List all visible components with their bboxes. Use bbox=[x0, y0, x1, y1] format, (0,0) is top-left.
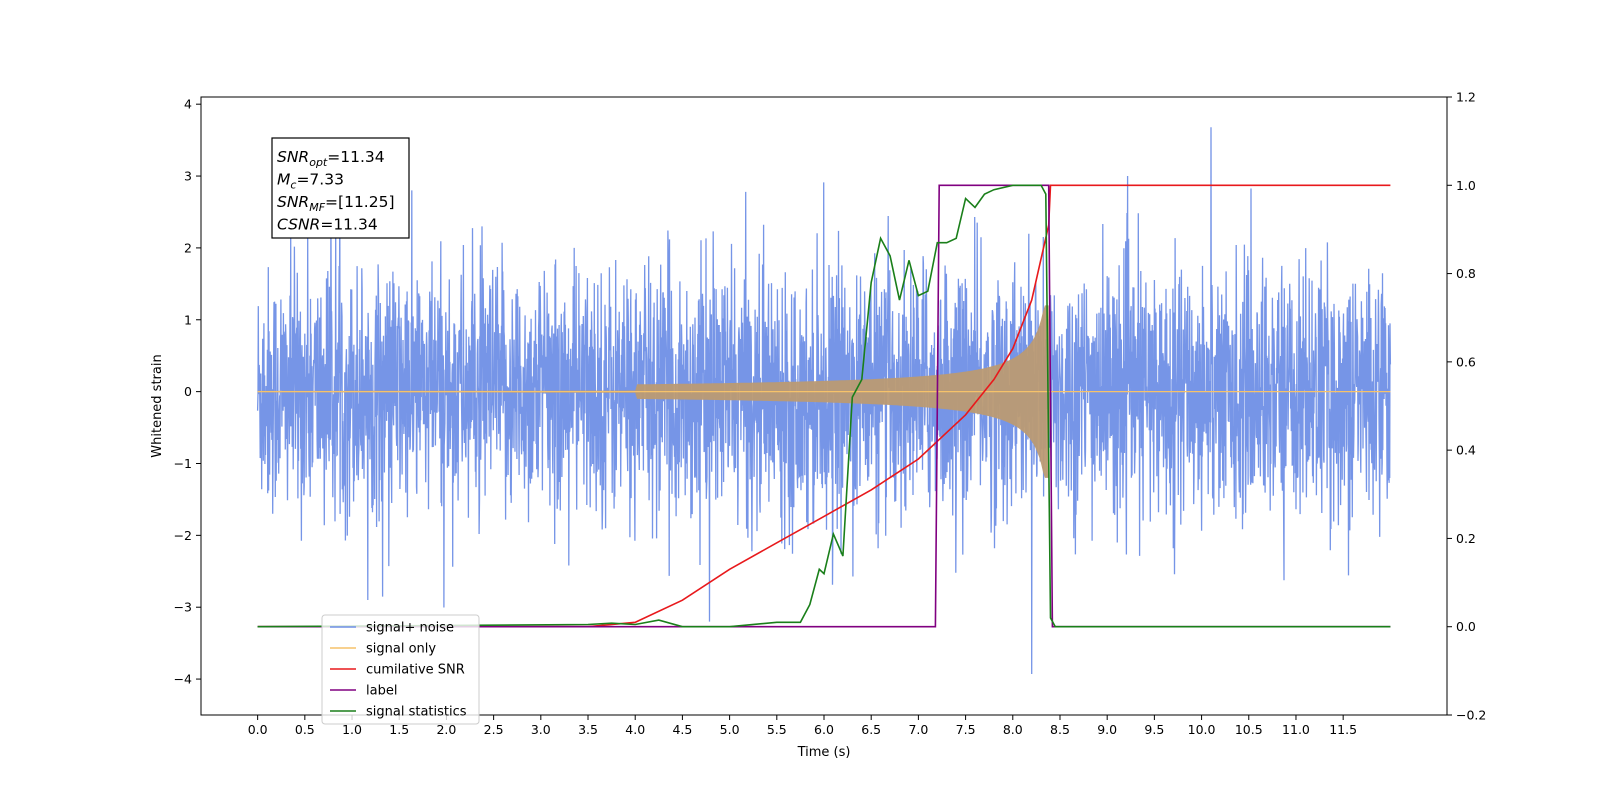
legend-label: signal+ noise bbox=[366, 621, 454, 636]
right-y-tick-label: 0.4 bbox=[1456, 443, 1476, 458]
x-tick-label: 1.5 bbox=[389, 722, 409, 737]
annotation-line: SNRMF=[11.25] bbox=[277, 193, 395, 214]
left-y-tick-label: 1 bbox=[184, 312, 192, 327]
x-tick-label: 10.0 bbox=[1188, 722, 1216, 737]
right-y-tick-label: −0.2 bbox=[1456, 708, 1486, 723]
x-tick-label: 11.0 bbox=[1282, 722, 1310, 737]
left-y-tick-label: −1 bbox=[174, 456, 192, 471]
right-y-axis-ticks: 1.2 1.0 0.8 0.6 0.4 0.2 0.0 −0.2 bbox=[1447, 90, 1486, 723]
right-y-tick-label: 0.6 bbox=[1456, 354, 1476, 369]
x-tick-label: 0.5 bbox=[295, 722, 315, 737]
x-tick-label: 0.0 bbox=[248, 722, 268, 737]
x-tick-label: 4.0 bbox=[625, 722, 645, 737]
series-signal-statistics bbox=[257, 184, 1391, 628]
traces-layer bbox=[256, 127, 1392, 675]
x-tick-label: 6.5 bbox=[861, 722, 881, 737]
x-tick-label: 3.5 bbox=[578, 722, 598, 737]
left-y-tick-label: 3 bbox=[184, 169, 192, 184]
left-y-axis-ticks: 4 3 2 1 0 −1 −2 −3 −4 bbox=[174, 97, 201, 687]
x-tick-label: 9.5 bbox=[1144, 722, 1164, 737]
x-tick-label: 5.5 bbox=[767, 722, 787, 737]
left-y-tick-label: −3 bbox=[174, 600, 192, 615]
x-tick-label: 2.5 bbox=[484, 722, 504, 737]
x-tick-label: 4.5 bbox=[672, 722, 692, 737]
x-tick-label: 9.0 bbox=[1097, 722, 1117, 737]
left-y-tick-label: 4 bbox=[184, 97, 192, 112]
x-tick-label: 7.5 bbox=[956, 722, 976, 737]
legend-label: cumilative SNR bbox=[366, 663, 465, 678]
x-tick-label: 7.0 bbox=[908, 722, 928, 737]
right-y-tick-label: 1.0 bbox=[1456, 178, 1476, 193]
x-tick-label: 6.0 bbox=[814, 722, 834, 737]
x-tick-label: 8.0 bbox=[1003, 722, 1023, 737]
annotation-line: Mc=7.33 bbox=[277, 171, 344, 192]
x-tick-label: 3.0 bbox=[531, 722, 551, 737]
left-y-tick-label: −2 bbox=[174, 528, 192, 543]
legend-label: label bbox=[366, 684, 397, 699]
x-tick-label: 2.0 bbox=[436, 722, 456, 737]
right-y-tick-label: 0.2 bbox=[1456, 531, 1476, 546]
left-y-tick-label: 0 bbox=[184, 384, 192, 399]
x-tick-label: 8.5 bbox=[1050, 722, 1070, 737]
right-y-tick-label: 0.8 bbox=[1456, 266, 1476, 281]
right-y-tick-label: 1.2 bbox=[1456, 90, 1476, 105]
x-tick-label: 10.5 bbox=[1235, 722, 1263, 737]
x-axis-label: Time (s) bbox=[797, 745, 851, 760]
legend-label: signal only bbox=[366, 642, 436, 657]
x-axis-ticks: 0.0 0.5 1.0 1.5 2.0 2.5 3.0 3.5 4.0 4.5 5.0 5.5 6.0 6… bbox=[248, 715, 1357, 737]
x-tick-label: 1.0 bbox=[342, 722, 362, 737]
legend: signal+ noise signal only cumilative SNR la… bbox=[321, 614, 480, 725]
series-cumilative-snr bbox=[257, 184, 1391, 628]
left-y-tick-label: −4 bbox=[174, 672, 192, 687]
x-tick-label: 11.5 bbox=[1329, 722, 1357, 737]
y-axis-label: Whitened strain bbox=[150, 354, 165, 457]
legend-label: signal statistics bbox=[366, 705, 467, 720]
left-y-tick-label: 2 bbox=[184, 240, 192, 255]
right-y-tick-label: 0.0 bbox=[1456, 619, 1476, 634]
annotation-line: SNRopt=11.34 bbox=[277, 148, 385, 169]
legend-frame bbox=[321, 614, 480, 725]
annotation-box-frame bbox=[271, 137, 410, 239]
x-tick-label: 5.0 bbox=[720, 722, 740, 737]
annotation-line: CSNR=11.34 bbox=[277, 216, 378, 234]
